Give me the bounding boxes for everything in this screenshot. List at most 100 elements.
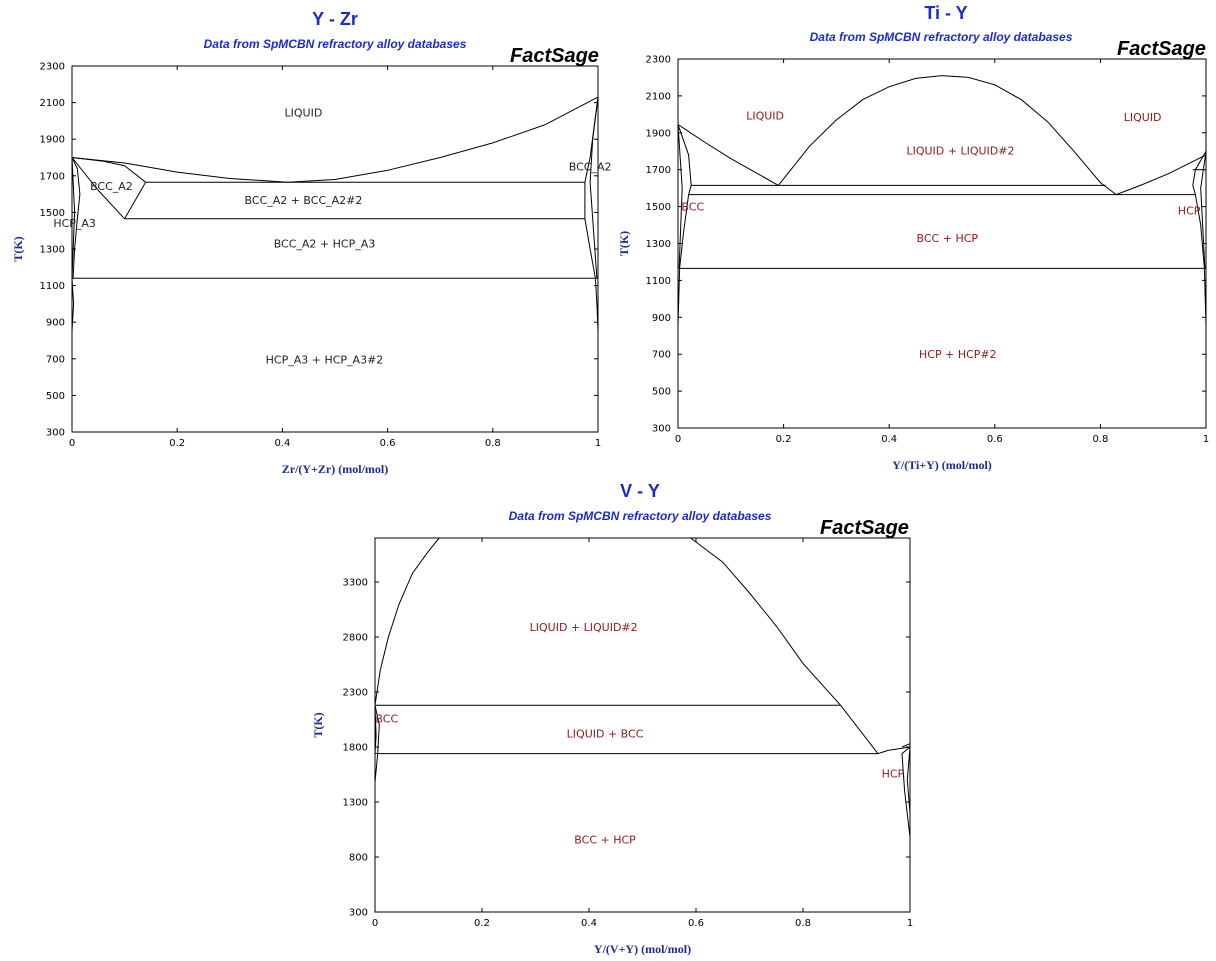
phase-region-label: LIQUID + BCC [567, 727, 644, 740]
x-tick-label: 0 [69, 438, 75, 449]
y-axis-label: T(K) [311, 712, 325, 737]
chart-plot-area: 300 500 700 900 1100 1300 1500 1700 1900 2100 2300… [11, 62, 612, 477]
phase-region-label: HCP [882, 767, 905, 780]
y-axis-label: T(K) [11, 236, 25, 261]
x-tick-label: 0.6 [380, 438, 396, 449]
chart-title: Y - Zr [312, 9, 358, 29]
y-tick-label: 700 [652, 350, 671, 361]
y-tick-label: 1800 [343, 743, 368, 754]
phase-region-label: BCC + HCP [574, 833, 636, 846]
phase-boundary [777, 75, 1117, 195]
y-tick-label: 1300 [40, 245, 65, 256]
phase-region-label: HCP_A3 + HCP_A3#2 [266, 354, 384, 367]
chart-subtitle: Data from SpMCBN refractory alloy databa… [508, 509, 772, 523]
phase-region-label: HCP [1178, 204, 1201, 217]
x-tick-label: 0.8 [485, 438, 501, 449]
phase-region-label: BCC [375, 712, 398, 725]
phase-region-label: BCC_A2 + HCP_A3 [274, 238, 376, 251]
x-tick-label: 0 [372, 918, 378, 929]
x-tick-label: 0.8 [795, 918, 811, 929]
x-tick-label: 1 [907, 918, 913, 929]
phase-region-label: LIQUID [746, 109, 784, 122]
chart-plot-area: 300 800 1300 1800 2300 2800 3300 0 0.2 0.4 0.6 0.8 1… [311, 537, 913, 956]
y-axis-label: T(K) [617, 231, 631, 256]
phase-region-label: LIQUID [1124, 111, 1162, 124]
x-tick-label: 0.4 [274, 438, 290, 449]
x-tick-label: 0.4 [581, 918, 597, 929]
x-axis-label: Zr/(Y+Zr) (mol/mol) [282, 462, 388, 476]
y-tick-label: 300 [46, 428, 65, 439]
x-tick-label: 0.2 [776, 434, 792, 445]
phase-region-label: BCC [681, 201, 704, 214]
phase-boundary [677, 124, 683, 269]
plot-frame [374, 537, 911, 913]
x-tick-label: 0.2 [169, 438, 185, 449]
y-tick-label: 900 [652, 313, 671, 324]
y-tick-label: 1100 [40, 281, 65, 292]
y-tick-label: 1700 [646, 165, 671, 176]
phase-region-label: BCC + HCP [917, 232, 979, 245]
phase-region-label: BCC_A2 [90, 180, 133, 193]
chart-subtitle: Data from SpMCBN refractory alloy databa… [203, 37, 467, 51]
x-tick-label: 0.2 [474, 918, 490, 929]
phase-boundary [594, 278, 599, 332]
y-tick-label: 300 [349, 908, 368, 919]
phase-boundary [71, 157, 146, 183]
phase-diagram-ti-y: Ti - Y Data from SpMCBN refractory alloy… [606, 0, 1216, 480]
phase-boundary [1200, 151, 1207, 269]
y-tick-label: 1900 [40, 135, 65, 146]
phase-boundary [677, 124, 779, 186]
y-tick-label: 1500 [646, 202, 671, 213]
x-axis-label: Y/(V+Y) (mol/mol) [594, 942, 691, 956]
x-tick-label: 0.6 [987, 434, 1003, 445]
phase-boundary [1116, 154, 1207, 196]
phase-region-label: BCC_A2 + BCC_A2#2 [244, 194, 362, 207]
x-tick-label: 0.4 [881, 434, 897, 445]
factsage-brand: FactSage [1117, 38, 1206, 60]
phase-boundary [1192, 151, 1207, 327]
y-tick-label: 1300 [343, 798, 368, 809]
phase-region-label: LIQUID + LIQUID#2 [906, 144, 1014, 157]
phase-boundary [901, 746, 911, 838]
y-tick-label: 800 [349, 853, 368, 864]
phase-boundary [901, 743, 911, 748]
chart-title: Ti - Y [924, 3, 968, 23]
phase-boundary [690, 537, 879, 754]
phase-boundary [124, 181, 147, 220]
x-tick-label: 0.6 [688, 918, 704, 929]
y-tick-label: 2300 [40, 62, 65, 73]
x-tick-label: 1 [595, 438, 601, 449]
x-tick-label: 0.8 [1092, 434, 1108, 445]
phase-boundary [877, 746, 911, 755]
phase-region-label: LIQUID [285, 107, 323, 120]
factsage-brand: FactSage [510, 45, 599, 67]
phase-boundary [374, 705, 380, 783]
phase-region-label: HCP_A3 [53, 217, 96, 230]
phase-boundary [71, 157, 76, 279]
y-tick-label: 1300 [646, 239, 671, 250]
phase-diagram-y-zr: Y - Zr Data from SpMCBN refractory alloy… [0, 0, 612, 480]
phase-boundary [71, 96, 599, 183]
y-tick-label: 1500 [40, 208, 65, 219]
phase-region-label: BCC_A2 [569, 161, 612, 174]
phase-boundary [71, 157, 81, 279]
y-tick-label: 700 [46, 354, 65, 365]
phase-diagram-v-y: V - Y Data from SpMCBN refractory alloy … [300, 480, 916, 961]
phase-region-label: HCP + HCP#2 [919, 348, 997, 361]
factsage-brand: FactSage [820, 517, 909, 539]
phase-boundary [906, 746, 911, 814]
x-tick-label: 1 [1203, 434, 1209, 445]
y-tick-label: 2100 [40, 98, 65, 109]
phase-boundary [71, 157, 125, 220]
y-tick-label: 900 [46, 318, 65, 329]
phase-boundary [71, 278, 75, 332]
y-tick-label: 2300 [343, 688, 368, 699]
y-tick-label: 2800 [343, 633, 368, 644]
y-tick-label: 500 [652, 387, 671, 398]
y-tick-label: 500 [46, 391, 65, 402]
phase-boundary [374, 537, 440, 706]
y-tick-label: 1900 [646, 128, 671, 139]
x-tick-label: 0 [675, 434, 681, 445]
chart-plot-area: 300 500 700 900 1100 1300 1500 1700 1900 2100 2300… [617, 55, 1209, 473]
phase-boundary [589, 97, 599, 279]
